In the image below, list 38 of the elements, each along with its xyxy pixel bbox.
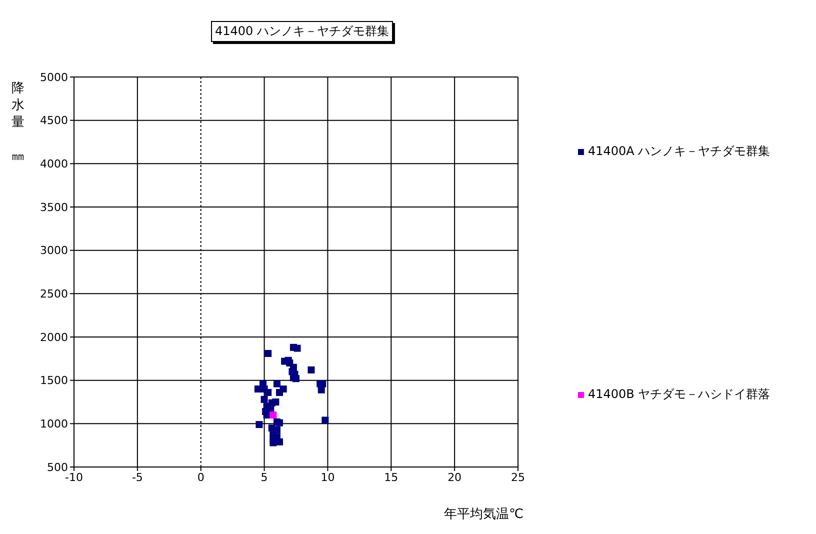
point (272, 398, 280, 406)
y-tick-label: 1500 (40, 374, 68, 388)
y-tick-label: 1000 (40, 418, 68, 431)
y-tick-label: 2500 (40, 288, 68, 301)
x-tick-label: 5 (260, 470, 268, 484)
y-tick-label: 500 (47, 460, 68, 474)
legend-label: 41400A ハンノキ－ヤチダモ群集 (587, 143, 770, 160)
y-tick-label: 5000 (40, 70, 68, 84)
x-tick-label: -10 (65, 470, 83, 484)
point (270, 412, 277, 418)
x-tick-label: -5 (132, 470, 143, 484)
point (264, 350, 272, 357)
y-tick-label: 3000 (40, 244, 68, 258)
point (294, 344, 301, 352)
point (264, 388, 272, 396)
y-tick-label: 2000 (40, 330, 68, 344)
x-tick-label: 15 (384, 470, 398, 484)
x-axis-title: 年平均気温℃ (444, 506, 524, 523)
point (308, 366, 315, 374)
text: 降水量㎜ (12, 81, 24, 164)
x-tick-label: 0 (197, 470, 204, 484)
x-tick-label: 20 (448, 470, 462, 484)
y-tick-label: 4500 (40, 114, 68, 128)
point (254, 386, 262, 392)
legend-label: 41400B ヤチダモ－ハシドイ群落 (587, 386, 770, 403)
point (273, 380, 280, 388)
x-tick-label: 10 (320, 470, 335, 484)
point (276, 419, 284, 426)
chart-title: 41400 ハンノキ－ヤチダモ群集 (211, 21, 393, 42)
y-tick-label: 3500 (40, 200, 68, 214)
point (260, 396, 268, 403)
point (276, 388, 284, 396)
x-tick-label: 25 (511, 470, 525, 484)
point (322, 416, 329, 424)
point (318, 386, 325, 394)
point (256, 421, 263, 428)
point (292, 375, 300, 382)
y-tick-label: 4000 (40, 158, 68, 171)
